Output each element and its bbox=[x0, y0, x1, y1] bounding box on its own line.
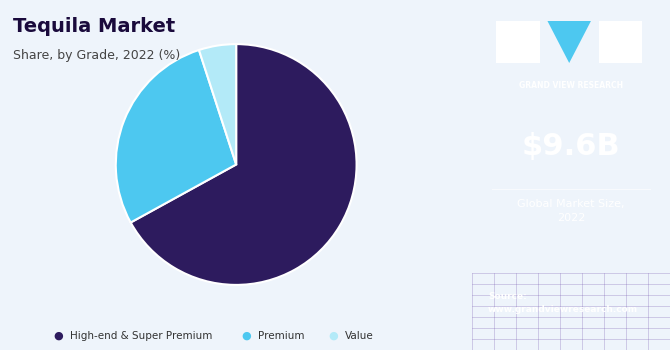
Text: GRAND VIEW RESEARCH: GRAND VIEW RESEARCH bbox=[519, 80, 623, 90]
Text: Premium: Premium bbox=[258, 331, 304, 341]
Wedge shape bbox=[199, 44, 237, 164]
Text: ●: ● bbox=[328, 331, 338, 341]
Text: Share, by Grade, 2022 (%): Share, by Grade, 2022 (%) bbox=[13, 49, 181, 62]
Text: Source:
www.grandviewresearch.com: Source: www.grandviewresearch.com bbox=[488, 292, 639, 314]
Bar bbox=[599, 21, 643, 63]
Polygon shape bbox=[547, 21, 591, 63]
Text: Value: Value bbox=[345, 331, 374, 341]
Text: Tequila Market: Tequila Market bbox=[13, 18, 176, 36]
Text: ●: ● bbox=[241, 331, 251, 341]
Wedge shape bbox=[131, 44, 356, 285]
Text: $9.6B: $9.6B bbox=[522, 133, 620, 161]
Bar bbox=[496, 21, 539, 63]
Text: Global Market Size,
2022: Global Market Size, 2022 bbox=[517, 199, 625, 223]
Wedge shape bbox=[116, 50, 237, 223]
Text: High-end & Super Premium: High-end & Super Premium bbox=[70, 331, 213, 341]
Text: ●: ● bbox=[54, 331, 64, 341]
